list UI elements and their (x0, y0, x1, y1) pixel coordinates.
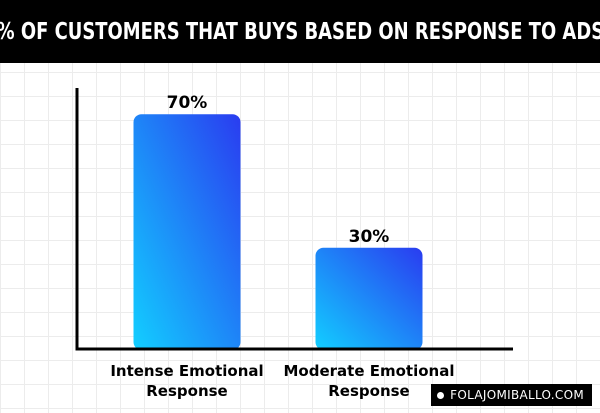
category-label-1-line-2: Response (146, 382, 227, 400)
bar-1 (133, 114, 241, 350)
category-label-2-line-2: Response (328, 382, 409, 400)
chart-title-text: % OF CUSTOMERS THAT BUYS BASED ON RESPON… (0, 18, 600, 45)
watermark-badge: FOLAJOMIBALLO.COM (431, 384, 592, 406)
bar-2 (315, 247, 423, 350)
data-label-1: 70% (167, 93, 208, 113)
data-label-2: 30% (349, 227, 390, 247)
category-label-1-line-1: Intense Emotional (110, 362, 263, 380)
chart-title: % OF CUSTOMERS THAT BUYS BASED ON RESPON… (0, 0, 600, 63)
watermark-text: FOLAJOMIBALLO.COM (450, 388, 584, 402)
dot-icon (437, 391, 445, 399)
category-label-2-line-1: Moderate Emotional (284, 362, 455, 380)
